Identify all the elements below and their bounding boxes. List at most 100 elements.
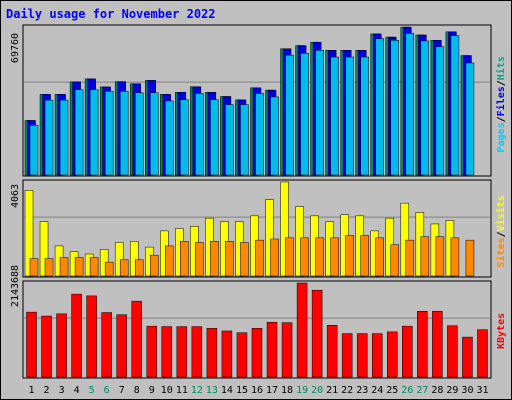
- bar-pages-day-11: [180, 99, 189, 176]
- bar-sites-day-22: [345, 235, 354, 277]
- bar-pages-day-21: [330, 56, 339, 176]
- bar-sites-day-1: [29, 258, 39, 277]
- bar-sites-day-14: [225, 241, 234, 277]
- bar-sites-day-18: [285, 237, 294, 277]
- chart-title: Daily usage for November 2022: [6, 7, 216, 21]
- bar-kbytes-day-26: [402, 325, 413, 378]
- bar-sites-day-7: [119, 259, 129, 277]
- bar-sites-day-6: [104, 261, 114, 277]
- bar-kbytes-day-9: [146, 325, 158, 378]
- x-tick-label: 8: [134, 385, 140, 396]
- bar-kbytes-day-3: [56, 313, 67, 378]
- bar-sites-day-17: [270, 238, 279, 277]
- x-tick-label: 17: [266, 385, 278, 396]
- bar-pages-day-17: [270, 96, 279, 176]
- chart-panels: 69760Pages/Files/Hits4063Sites/Visits214…: [10, 24, 507, 379]
- bar-sites-day-13: [210, 241, 219, 277]
- x-tick-label: 2: [44, 385, 50, 396]
- x-tick-label: 9: [149, 385, 155, 396]
- y-axis-label-part: Hits: [495, 56, 507, 80]
- bar-sites-day-12: [195, 242, 204, 277]
- bar-pages-day-29: [450, 35, 460, 176]
- bar-kbytes-day-20: [311, 289, 323, 378]
- bar-sites-day-9: [150, 254, 159, 277]
- bar-kbytes-day-11: [176, 326, 188, 378]
- bar-kbytes-day-2: [41, 315, 52, 378]
- x-tick-label: 12: [191, 385, 203, 396]
- y-axis-label-part: Visits: [495, 195, 507, 231]
- bar-pages-day-9: [150, 92, 159, 176]
- bar-sites-day-2: [44, 258, 54, 277]
- panel-bottom: 2143688 KBytes: [10, 265, 507, 379]
- bar-visits-day-8: [129, 241, 139, 277]
- bar-pages-day-27: [420, 40, 430, 176]
- bar-sites-day-25: [390, 244, 400, 277]
- bar-kbytes-day-14: [221, 330, 233, 378]
- bar-kbytes-day-31: [477, 329, 488, 378]
- bar-pages-day-7: [119, 90, 129, 176]
- x-tick-label: 23: [356, 385, 368, 396]
- bar-kbytes-day-19: [296, 282, 308, 378]
- x-axis: 1 2 3 4 5 6 7 8 9 10 11 12 13 14 15 16 17 18 19 20 21 22 23 24 2…: [29, 385, 489, 396]
- y-axis-label: Sites/Visits: [495, 195, 507, 267]
- bar-pages-day-6: [104, 90, 114, 176]
- y-axis-label-part: Pages: [496, 122, 507, 152]
- x-tick-label: 31: [476, 385, 488, 396]
- x-tick-label: 21: [326, 385, 338, 396]
- bar-sites-day-11: [180, 241, 189, 277]
- bar-pages-day-14: [225, 104, 234, 176]
- bar-pages-day-26: [405, 33, 415, 176]
- bar-visits-day-1: [24, 190, 34, 277]
- y-axis-label-part: Files: [495, 86, 507, 116]
- x-tick-label: 18: [281, 385, 293, 396]
- x-tick-label: 6: [104, 385, 110, 396]
- x-tick-label: 15: [236, 385, 248, 396]
- y-axis-label-part: KBytes: [496, 313, 507, 349]
- x-tick-label: 5: [89, 385, 95, 396]
- x-tick-label: 3: [59, 385, 65, 396]
- bar-pages-day-25: [390, 40, 400, 176]
- bar-kbytes-day-24: [371, 333, 383, 378]
- bar-pages-day-1: [29, 124, 39, 176]
- x-tick-label: 7: [119, 385, 125, 396]
- bar-sites-day-3: [59, 257, 69, 277]
- y-max-label: 4063: [10, 184, 21, 208]
- bar-sites-day-4: [74, 257, 84, 277]
- y-axis-label-part: Sites: [495, 237, 507, 267]
- x-tick-label: 28: [431, 385, 443, 396]
- bar-kbytes-day-10: [161, 326, 173, 378]
- bar-visits-day-18: [280, 181, 289, 277]
- y-max-label: 69760: [10, 33, 21, 63]
- bar-sites-day-10: [165, 245, 174, 277]
- bar-kbytes-day-18: [281, 322, 293, 378]
- x-tick-label: 1: [29, 385, 35, 396]
- y-axis-label: KBytes: [496, 313, 507, 349]
- x-tick-label: 11: [176, 385, 188, 396]
- bar-kbytes-day-7: [116, 314, 127, 378]
- bar-sites-day-15: [240, 242, 249, 277]
- x-tick-label: 10: [161, 385, 173, 396]
- bar-pages-day-2: [44, 99, 54, 176]
- bar-kbytes-day-25: [387, 331, 398, 378]
- bar-sites-day-21: [330, 237, 339, 277]
- bar-kbytes-day-21: [326, 325, 338, 378]
- bar-pages-day-3: [59, 99, 69, 176]
- bar-pages-day-8: [134, 92, 144, 176]
- x-tick-label: 30: [461, 385, 473, 396]
- bar-kbytes-day-27: [417, 310, 428, 378]
- y-max-label: 2143688: [10, 265, 21, 307]
- bar-pages-day-18: [285, 54, 294, 176]
- bar-kbytes-day-30: [462, 336, 473, 378]
- bar-pages-day-20: [315, 50, 324, 176]
- bar-sites-day-29: [450, 237, 460, 277]
- x-tick-label: 25: [386, 385, 398, 396]
- bar-sites-day-5: [89, 257, 99, 277]
- bar-kbytes-day-16: [251, 328, 263, 378]
- bar-sites-day-19: [300, 237, 309, 277]
- bar-sites-day-26: [405, 239, 415, 277]
- bar-visits-day-7: [114, 242, 124, 277]
- x-tick-label: 20: [311, 385, 323, 396]
- bar-kbytes-day-22: [341, 333, 353, 378]
